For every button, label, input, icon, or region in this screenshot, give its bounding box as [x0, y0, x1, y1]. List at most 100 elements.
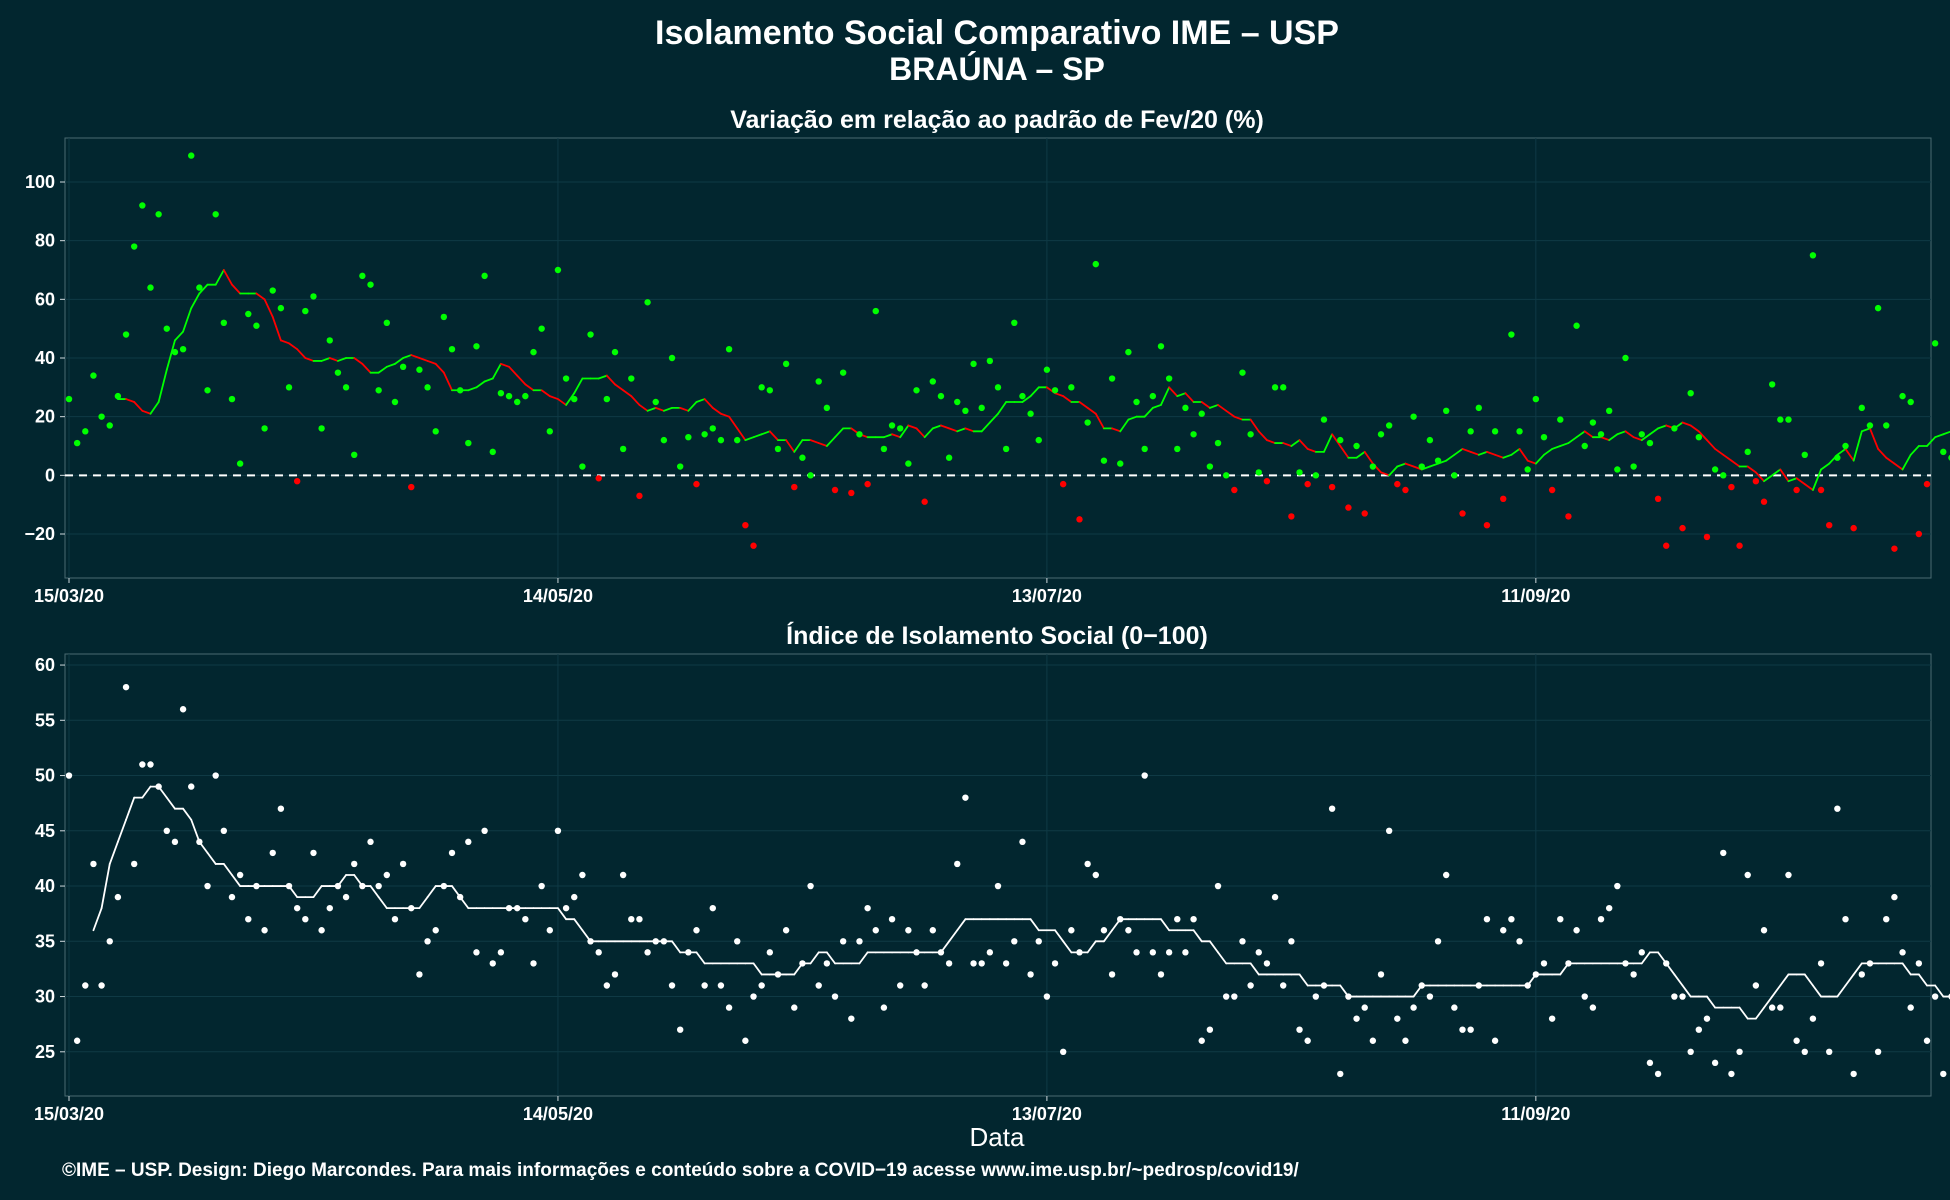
data-point — [1736, 1048, 1743, 1056]
data-point — [1565, 960, 1572, 967]
data-point — [1915, 960, 1923, 967]
trend-segment — [703, 398, 714, 409]
trend-segment — [638, 404, 649, 412]
data-point — [1605, 407, 1613, 414]
trend-segment — [1534, 453, 1545, 465]
data-point — [1157, 343, 1165, 350]
data-point — [456, 387, 464, 394]
data-point — [693, 480, 700, 488]
trend-segment — [997, 401, 1008, 415]
data-point — [888, 422, 896, 429]
data-point — [628, 375, 635, 382]
index-y-ticks: 25 30 35 40 45 50 55 60 — [35, 655, 65, 1062]
trend-segment — [426, 360, 437, 365]
data-point — [1271, 384, 1279, 391]
trend-segment — [630, 395, 641, 406]
data-point — [1353, 1015, 1360, 1022]
trend-segment — [1388, 465, 1399, 477]
data-point — [1133, 949, 1140, 956]
data-point — [994, 384, 1002, 391]
data-point — [1035, 938, 1042, 945]
trend-segment — [956, 427, 967, 433]
data-point — [725, 1004, 733, 1011]
data-point — [839, 369, 847, 376]
data-point — [1540, 434, 1548, 441]
data-point — [1459, 1026, 1466, 1033]
data-point — [1874, 1048, 1882, 1056]
trend-segment — [434, 362, 445, 374]
trend-segment — [1355, 450, 1366, 459]
trend-segment — [92, 907, 103, 932]
trend-segment — [1844, 448, 1855, 462]
data-point — [864, 480, 871, 488]
trend-segment — [1217, 404, 1228, 412]
data-point — [204, 882, 211, 890]
data-point — [481, 272, 488, 280]
data-point — [1394, 1015, 1401, 1022]
data-point — [1581, 442, 1588, 450]
data-point — [1263, 960, 1271, 967]
data-point — [1679, 524, 1686, 532]
data-point — [1443, 407, 1450, 414]
data-point — [1394, 480, 1401, 488]
data-point — [90, 860, 97, 868]
data-point — [318, 425, 325, 432]
trend-segment — [1429, 462, 1439, 468]
data-point — [1426, 993, 1434, 1000]
data-point — [1638, 431, 1645, 438]
y-tick-label: −20 — [24, 524, 55, 544]
data-point — [253, 322, 260, 329]
data-point — [970, 960, 977, 967]
data-point — [326, 337, 333, 344]
trend-segment — [1306, 448, 1317, 453]
data-point — [1190, 916, 1197, 923]
trend-segment — [100, 863, 111, 910]
data-point — [685, 434, 692, 441]
data-point — [1793, 486, 1800, 494]
trend-segment — [206, 852, 217, 865]
data-point — [277, 805, 285, 812]
trend-segment — [1054, 392, 1065, 398]
data-point — [1263, 478, 1271, 485]
data-point — [1068, 384, 1075, 391]
data-point — [1891, 893, 1898, 901]
data-point — [1312, 993, 1320, 1000]
trend-segment — [752, 433, 763, 439]
data-point — [1100, 457, 1108, 464]
data-point — [1663, 960, 1670, 967]
trend-segment — [361, 362, 372, 374]
data-point — [888, 916, 896, 923]
data-point — [1850, 1070, 1857, 1078]
y-tick-label: 40 — [35, 876, 55, 896]
trend-segment — [1290, 439, 1301, 447]
data-point — [1614, 882, 1621, 890]
data-point — [1801, 1048, 1808, 1056]
trend-segment — [671, 940, 682, 954]
data-point — [122, 683, 130, 691]
data-point — [1271, 893, 1279, 901]
data-point — [831, 993, 839, 1000]
x-tick-label: 11/09/20 — [1501, 1104, 1570, 1124]
data-point — [432, 428, 439, 435]
data-point — [1826, 1048, 1833, 1056]
trend-segment — [825, 436, 836, 447]
x-tick-label: 13/07/20 — [1012, 1104, 1082, 1124]
data-point — [978, 960, 985, 967]
trend-segment — [1836, 448, 1847, 456]
y-tick-label: 50 — [35, 766, 55, 786]
data-point — [1923, 1037, 1931, 1044]
trend-segment — [1119, 418, 1130, 433]
data-point — [1231, 486, 1238, 494]
data-point — [1377, 971, 1385, 978]
trend-segment — [654, 406, 665, 412]
data-point — [1434, 938, 1442, 945]
data-point — [1239, 369, 1246, 376]
data-point — [652, 938, 659, 945]
data-point — [1940, 1070, 1947, 1078]
data-point — [1141, 445, 1148, 453]
x-tick-label: 14/05/20 — [523, 1104, 593, 1124]
data-point — [98, 413, 105, 420]
data-point — [1361, 1004, 1368, 1011]
trend-segment — [605, 374, 616, 386]
